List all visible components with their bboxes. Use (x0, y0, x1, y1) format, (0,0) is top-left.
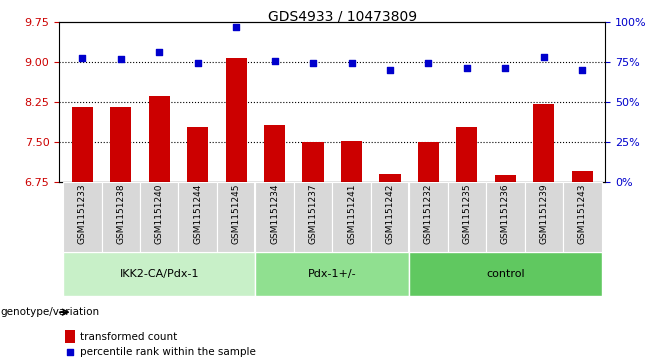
Bar (140, 182, 178, 252)
Point (462, 65, 472, 71)
Point (308, 60, 318, 66)
Point (269, 58, 280, 64)
Bar (63, 252, 255, 296)
Point (231, 24, 241, 30)
Text: GSM1151245: GSM1151245 (232, 184, 241, 244)
Text: GDS4933 / 10473809: GDS4933 / 10473809 (268, 9, 417, 23)
Text: GSM1151240: GSM1151240 (155, 184, 164, 244)
Point (538, 54, 549, 60)
Text: GSM1151238: GSM1151238 (116, 184, 125, 244)
Bar (332, 182, 370, 252)
Bar (572, 171, 593, 182)
Bar (187, 127, 208, 182)
Bar (370, 182, 409, 252)
Bar (524, 182, 563, 252)
Text: transformed count: transformed count (80, 331, 177, 342)
Point (385, 67, 395, 73)
Bar (255, 252, 409, 296)
Bar (149, 96, 170, 182)
Point (64, 349, 75, 355)
Bar (303, 142, 324, 182)
Point (423, 60, 434, 66)
Text: GSM1151237: GSM1151237 (309, 184, 318, 244)
Text: GSM1151233: GSM1151233 (78, 184, 87, 244)
Text: percentile rank within the sample: percentile rank within the sample (80, 347, 256, 357)
Text: genotype/variation: genotype/variation (0, 307, 99, 317)
Bar (64, 330, 74, 343)
Bar (563, 182, 601, 252)
Bar (341, 140, 362, 182)
Point (77, 55, 88, 61)
Point (154, 49, 164, 55)
Bar (63, 182, 101, 252)
Bar (486, 182, 524, 252)
Bar (409, 182, 447, 252)
Bar (495, 175, 516, 182)
Bar (255, 182, 294, 252)
Text: control: control (486, 269, 524, 279)
Bar (409, 252, 601, 296)
Text: IKK2-CA/Pdx-1: IKK2-CA/Pdx-1 (120, 269, 199, 279)
Text: GSM1151243: GSM1151243 (578, 184, 587, 244)
Bar (101, 182, 140, 252)
Point (192, 60, 203, 66)
Text: GSM1151232: GSM1151232 (424, 184, 433, 244)
Text: GSM1151235: GSM1151235 (463, 184, 471, 244)
Bar (533, 104, 555, 182)
Point (500, 65, 511, 71)
Bar (178, 182, 217, 252)
Bar (457, 127, 478, 182)
Bar (226, 58, 247, 182)
Text: Pdx-1+/-: Pdx-1+/- (308, 269, 357, 279)
Point (116, 56, 126, 62)
Bar (294, 182, 332, 252)
Text: GSM1151242: GSM1151242 (386, 184, 395, 244)
Bar (380, 174, 401, 182)
Text: GSM1151241: GSM1151241 (347, 184, 356, 244)
Text: GSM1151239: GSM1151239 (540, 184, 548, 244)
Point (346, 60, 357, 66)
Bar (264, 125, 285, 182)
Bar (447, 182, 486, 252)
Text: GSM1151234: GSM1151234 (270, 184, 279, 244)
Bar (418, 142, 439, 182)
Point (577, 67, 588, 73)
Bar (217, 182, 255, 252)
Bar (110, 107, 132, 182)
Text: GSM1151236: GSM1151236 (501, 184, 510, 244)
Bar (72, 107, 93, 182)
Text: GSM1151244: GSM1151244 (193, 184, 202, 244)
